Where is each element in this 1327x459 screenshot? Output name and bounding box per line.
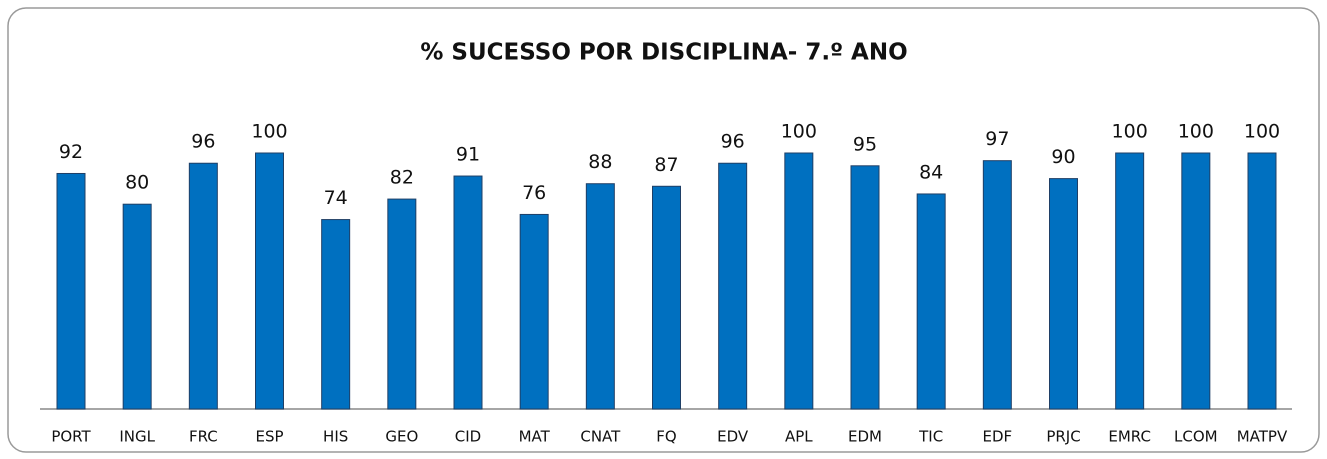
x-tick-label: EDV bbox=[717, 428, 749, 446]
x-tick-label: INGL bbox=[119, 428, 155, 446]
value-label: 100 bbox=[1112, 121, 1148, 143]
value-label: 80 bbox=[125, 172, 149, 194]
x-tick-label: HIS bbox=[323, 428, 348, 446]
x-tick-label: MATPV bbox=[1237, 428, 1288, 446]
value-label: 87 bbox=[654, 154, 678, 176]
value-label: 84 bbox=[919, 161, 943, 183]
chart-title: % SUCESSO POR DISCIPLINA- 7.º ANO bbox=[420, 40, 907, 66]
value-label: 90 bbox=[1051, 146, 1075, 168]
value-label: 91 bbox=[456, 144, 480, 166]
value-label: 88 bbox=[588, 151, 612, 173]
bar bbox=[718, 162, 748, 410]
bar bbox=[982, 160, 1012, 410]
bar bbox=[188, 162, 218, 410]
bar bbox=[1049, 178, 1078, 410]
x-tick-label: EMRC bbox=[1108, 428, 1151, 446]
x-tick-label: PRJC bbox=[1046, 428, 1080, 446]
bar bbox=[519, 213, 549, 410]
value-label: 100 bbox=[1178, 121, 1214, 143]
x-tick-label: ESP bbox=[255, 428, 283, 446]
value-label: 74 bbox=[324, 187, 348, 209]
x-tick-label: CID bbox=[455, 428, 481, 446]
bar bbox=[850, 165, 880, 410]
bar bbox=[56, 172, 86, 410]
value-label: 82 bbox=[390, 167, 414, 189]
bar bbox=[916, 193, 946, 410]
x-tick-label: LCOM bbox=[1174, 428, 1218, 446]
bar bbox=[321, 219, 351, 410]
bar bbox=[453, 175, 483, 410]
bar bbox=[585, 183, 615, 410]
x-tick-label: EDM bbox=[848, 428, 882, 446]
x-tick-label: FQ bbox=[656, 428, 676, 446]
value-label: 92 bbox=[59, 141, 83, 163]
bar bbox=[122, 203, 152, 410]
bar bbox=[652, 185, 681, 410]
value-label: 96 bbox=[721, 131, 745, 153]
value-label: 76 bbox=[522, 182, 546, 204]
x-tick-label: FRC bbox=[189, 428, 218, 446]
value-label: 100 bbox=[1244, 121, 1280, 143]
value-label: 95 bbox=[853, 133, 877, 155]
value-label: 100 bbox=[251, 121, 287, 143]
bar bbox=[1181, 152, 1211, 410]
x-tick-label: TIC bbox=[918, 428, 943, 446]
bar bbox=[784, 152, 814, 410]
x-tick-label: GEO bbox=[385, 428, 418, 446]
x-tick-label: MAT bbox=[519, 428, 551, 446]
x-tick-label: CNAT bbox=[580, 428, 621, 446]
bar bbox=[1247, 152, 1277, 410]
value-label: 97 bbox=[985, 128, 1009, 150]
value-label: 100 bbox=[781, 121, 817, 143]
bar bbox=[255, 152, 284, 410]
bar bbox=[387, 198, 417, 410]
x-tick-label: EDF bbox=[983, 428, 1013, 446]
x-tick-label: APL bbox=[785, 428, 813, 446]
x-tick-label: PORT bbox=[51, 428, 91, 446]
bar bbox=[1115, 152, 1145, 410]
value-label: 96 bbox=[191, 131, 215, 153]
